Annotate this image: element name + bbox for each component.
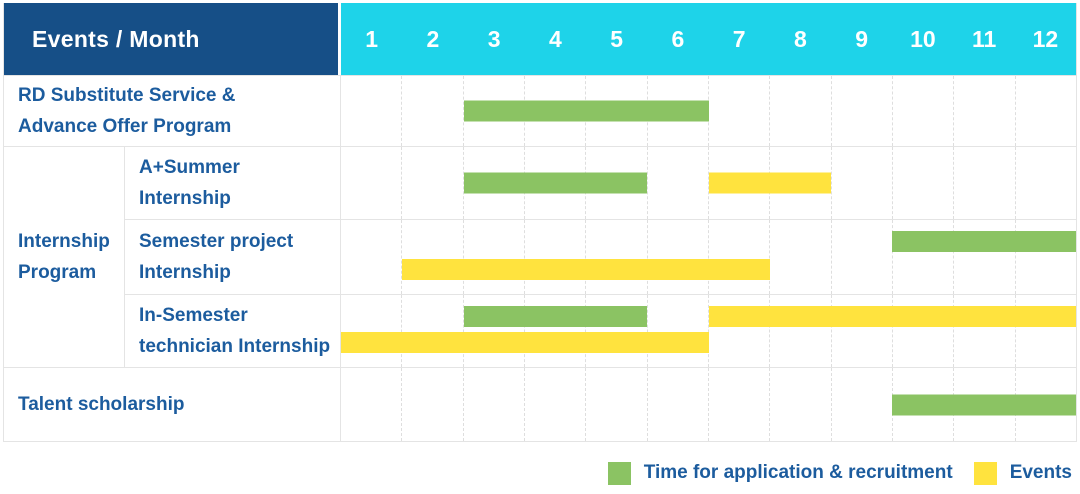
month-header-3: 3 bbox=[487, 25, 501, 52]
recruitment-bar bbox=[463, 172, 648, 194]
month-header-strip: 1 2 3 4 5 6 7 8 9 10 11 12 bbox=[341, 3, 1076, 75]
month-header-1: 1 bbox=[365, 25, 379, 52]
month-header-9: 9 bbox=[855, 25, 869, 52]
row-label-rd-substitute: RD Substitute Service & Advance Offer Pr… bbox=[4, 75, 341, 146]
event-bar bbox=[402, 259, 770, 280]
row-label-in-semester-technician-internship: In-Semester technician Internship bbox=[125, 294, 341, 367]
month-header-4: 4 bbox=[548, 25, 562, 52]
gantt-track-a-summer-internship bbox=[341, 146, 1076, 219]
gantt-track-in-semester-technician-internship bbox=[341, 294, 1076, 367]
month-header-10: 10 bbox=[910, 25, 936, 52]
month-header-12: 12 bbox=[1032, 25, 1059, 52]
legend-item-events: Events bbox=[973, 461, 1072, 485]
event-bar bbox=[708, 306, 1076, 327]
month-header-11: 11 bbox=[971, 25, 997, 52]
events-month-header-label: Events / Month bbox=[32, 25, 200, 52]
month-header-7: 7 bbox=[732, 25, 746, 52]
legend: Time for application & recruitment Event… bbox=[607, 459, 1072, 487]
recruitment-bar bbox=[892, 231, 1076, 252]
month-gridlines bbox=[341, 76, 1076, 146]
group-label-internship-program: Internship Program bbox=[4, 146, 125, 367]
month-header-2: 2 bbox=[426, 25, 440, 52]
gantt-track-rd-substitute bbox=[341, 75, 1076, 146]
events-month-header: Events / Month bbox=[4, 3, 341, 75]
gantt-schedule-table: Events / Month 1 2 3 4 5 6 7 8 9 10 11 1… bbox=[3, 3, 1077, 442]
month-header-8: 8 bbox=[793, 25, 807, 52]
recruitment-legend-swatch-icon bbox=[607, 461, 631, 485]
event-bar bbox=[341, 332, 709, 353]
legend-label-events: Events bbox=[1009, 462, 1072, 483]
row-label-semester-project-internship: Semester project Internship bbox=[125, 219, 341, 294]
events-legend-swatch-icon bbox=[973, 461, 997, 485]
recruitment-bar bbox=[463, 100, 709, 122]
event-bar bbox=[708, 172, 831, 194]
row-label-talent-scholarship: Talent scholarship bbox=[4, 367, 341, 441]
recruitment-bar bbox=[463, 306, 648, 327]
legend-item-recruitment: Time for application & recruitment bbox=[607, 461, 953, 485]
legend-label-recruitment: Time for application & recruitment bbox=[643, 462, 953, 483]
gantt-track-semester-project-internship bbox=[341, 219, 1076, 294]
month-header-5: 5 bbox=[610, 25, 624, 52]
gantt-track-talent-scholarship bbox=[341, 367, 1076, 441]
recruitment-bar bbox=[892, 394, 1076, 415]
month-header-6: 6 bbox=[671, 25, 685, 52]
row-label-a-summer-internship: A+Summer Internship bbox=[125, 146, 341, 219]
